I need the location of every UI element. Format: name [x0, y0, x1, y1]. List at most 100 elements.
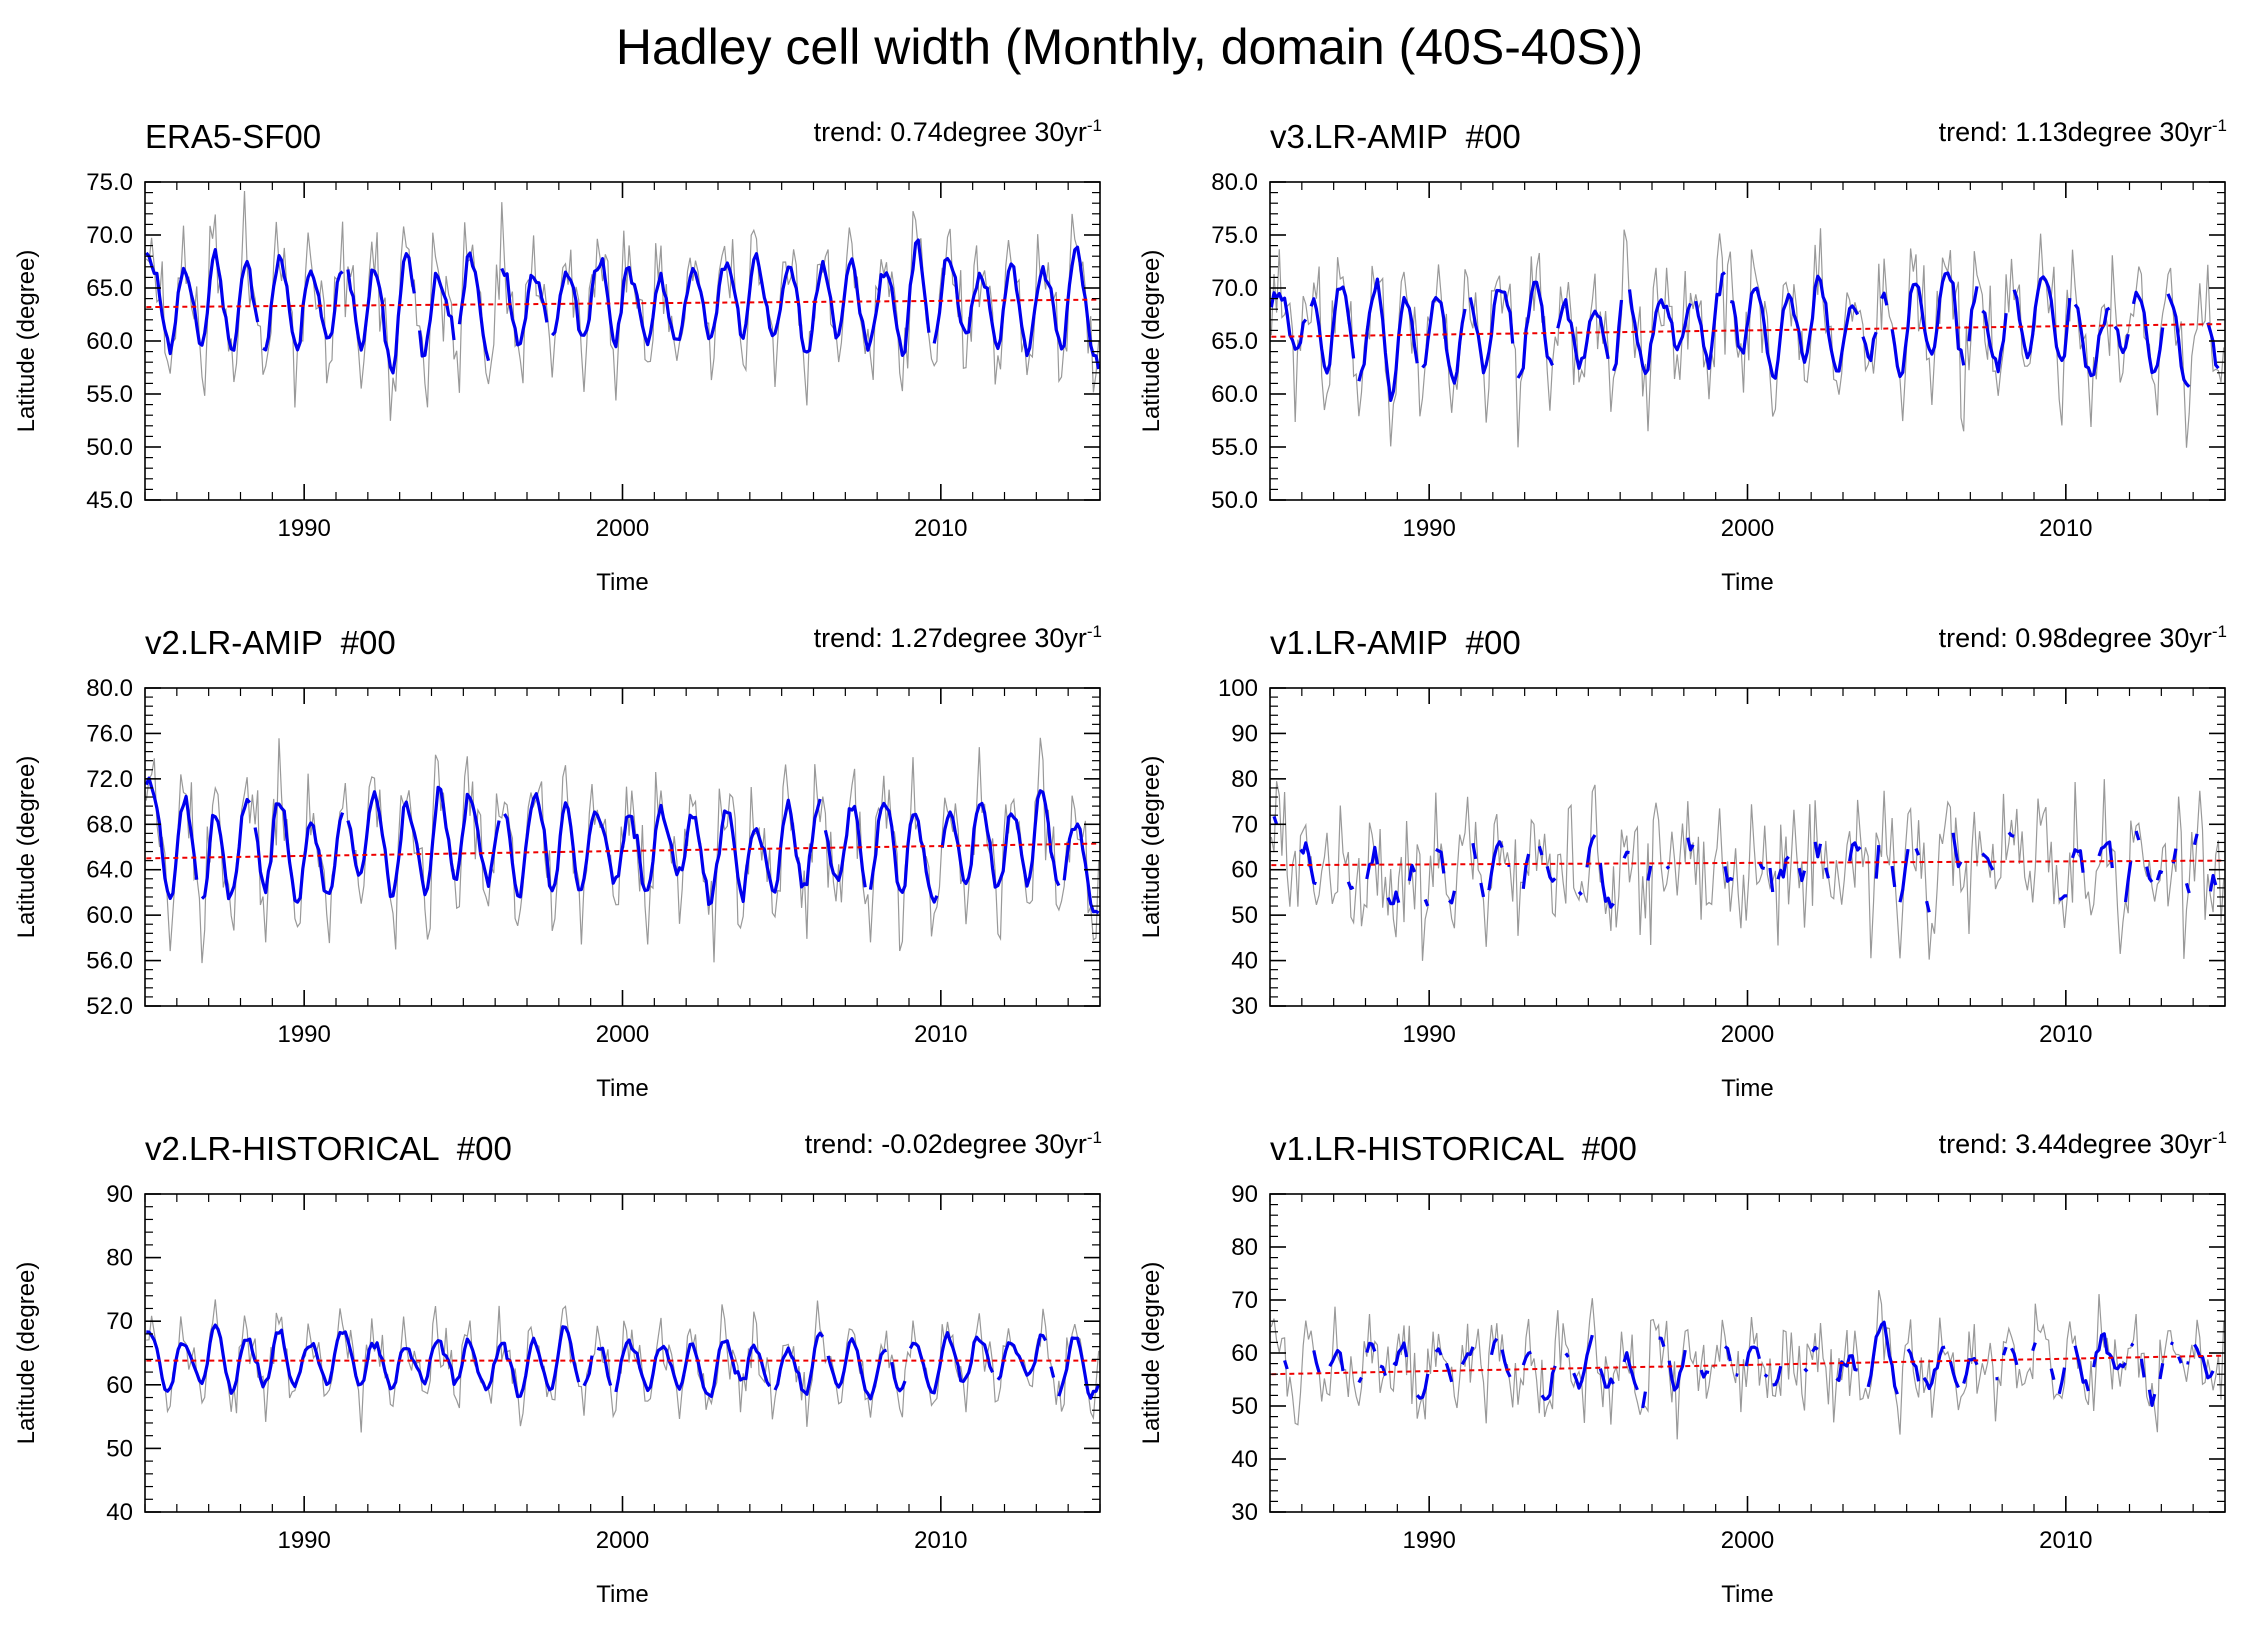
chart-v1-lr-amip: 1990 2000 2010 30 40 50 60 70 80 90 100 Time Latitud…	[1138, 675, 2226, 1102]
y-tick-label: 50.0	[1211, 487, 1258, 514]
y-tick-label: 76.0	[86, 720, 133, 747]
y-tick-label: 60	[1231, 857, 1258, 884]
trend-label: trend: 0.74degree 30yr-1	[813, 116, 1102, 147]
y-tick-label: 60.0	[86, 902, 133, 929]
trend-line	[146, 298, 1099, 309]
y-tick-label: 40	[106, 1499, 133, 1526]
y-tick-label: 80	[1231, 1234, 1258, 1261]
y-axis-title: Latitude (degree)	[13, 250, 40, 433]
y-tick-label: 90	[1231, 1181, 1258, 1208]
y-tick-label: 60.0	[1211, 381, 1258, 408]
y-tick-label: 68.0	[86, 811, 133, 838]
x-tick-label: 1990	[277, 515, 330, 542]
y-tick-label: 60	[1231, 1340, 1258, 1367]
trend-line	[146, 842, 1099, 860]
y-tick-label: 70.0	[1211, 275, 1258, 302]
y-tick-label: 70.0	[86, 222, 133, 249]
y-tick-label: 75.0	[1211, 222, 1258, 249]
y-tick-label: 65.0	[86, 275, 133, 302]
y-tick-label: 55.0	[1211, 434, 1258, 461]
y-axis-title: Latitude (degree)	[13, 756, 40, 939]
x-tick-label: 2010	[914, 1527, 967, 1554]
trend-label: trend: 0.98degree 30yr-1	[1938, 622, 2227, 653]
x-axis-title: Time	[596, 1075, 648, 1102]
x-tick-label: 1990	[1402, 1021, 1455, 1048]
y-tick-label: 65.0	[1211, 328, 1258, 355]
panel-era5-sf00: ERA5-SF00 trend: 0.74degree 30yr-1 1990 2…	[0, 0, 1120, 596]
panel-label: ERA5-SF00	[145, 118, 322, 155]
x-tick-label: 1990	[277, 1527, 330, 1554]
x-tick-label: 2010	[914, 1021, 967, 1048]
x-tick-label: 2010	[2039, 1527, 2092, 1554]
y-tick-label: 64.0	[86, 857, 133, 884]
smoothed-series-line	[146, 1323, 1101, 1401]
chart-v1-lr-historical: 1990 2000 2010 30 40 50 60 70 80 90 Time Latitude (…	[1138, 1181, 2226, 1608]
chart-v2-lr-historical: 1990 2000 2010 40 50 60 70 80 90 Time Latitude (de…	[13, 1181, 1101, 1608]
y-axis-title: Latitude (degree)	[13, 1262, 40, 1445]
raw-series-line	[1270, 779, 2225, 961]
y-tick-label: 80.0	[1211, 169, 1258, 196]
y-tick-label: 70	[1231, 811, 1258, 838]
y-tick-label: 80	[1231, 766, 1258, 793]
x-axis-title: Time	[596, 569, 648, 596]
trend-label: trend: 3.44degree 30yr-1	[1938, 1128, 2227, 1159]
y-tick-label: 30	[1231, 993, 1258, 1020]
x-tick-label: 2010	[2039, 515, 2092, 542]
y-tick-label: 55.0	[86, 381, 133, 408]
y-tick-label: 60.0	[86, 328, 133, 355]
x-axis-title: Time	[1721, 569, 1773, 596]
y-tick-label: 75.0	[86, 169, 133, 196]
chart-era5-sf00: 1990 2000 2010 45.0 50.0 55.0 60.0 65.0 70.0 75.0…	[13, 169, 1101, 596]
panel-v2-lr-amip: v2.LR-AMIP #00 trend: 1.27degree 30yr-1 …	[0, 506, 1120, 1102]
chart-v3-lr-amip: 1990 2000 2010 50.0 55.0 60.0 65.0 70.0 75.0 80.0…	[1138, 169, 2245, 596]
y-tick-label: 80.0	[86, 675, 133, 702]
y-axis-title: Latitude (degree)	[1138, 756, 1165, 939]
panel-label: v2.LR-AMIP #00	[145, 624, 396, 661]
panel-v2-lr-historical: v2.LR-HISTORICAL #00 trend: -0.02degree …	[0, 1012, 1120, 1608]
y-tick-label: 40	[1231, 948, 1258, 975]
panel-label: v2.LR-HISTORICAL #00	[145, 1130, 512, 1167]
x-tick-label: 2000	[1721, 1021, 1774, 1048]
x-tick-label: 1990	[1402, 1527, 1455, 1554]
x-tick-label: 1990	[277, 1021, 330, 1048]
x-axis-title: Time	[1721, 1075, 1773, 1102]
panel-v1-lr-amip: v1.LR-AMIP #00 trend: 0.98degree 30yr-1 …	[1125, 506, 2245, 1102]
trend-line	[1271, 323, 2224, 338]
trend-label: trend: 1.27degree 30yr-1	[813, 622, 1102, 653]
trend-line	[1271, 1354, 2224, 1376]
trend-label: trend: -0.02degree 30yr-1	[804, 1128, 1102, 1159]
trend-line	[1271, 859, 2224, 867]
x-axis-title: Time	[1721, 1581, 1773, 1608]
y-tick-label: 80	[106, 1245, 133, 1272]
x-tick-label: 2000	[1721, 515, 1774, 542]
trend-label: trend: 1.13degree 30yr-1	[1938, 116, 2227, 147]
y-tick-label: 60	[106, 1372, 133, 1399]
y-tick-label: 50	[1231, 1393, 1258, 1420]
y-tick-label: 45.0	[86, 487, 133, 514]
y-tick-label: 50.0	[86, 434, 133, 461]
panel-label: v1.LR-HISTORICAL #00	[1270, 1130, 1637, 1167]
panel-v3-lr-amip: v3.LR-AMIP #00 trend: 1.13degree 30yr-1 …	[1125, 0, 2245, 596]
y-axis-title: Latitude (degree)	[1138, 1262, 1165, 1445]
x-axis-title: Time	[596, 1581, 648, 1608]
raw-series-line	[1270, 1289, 2225, 1440]
x-tick-label: 2000	[596, 1021, 649, 1048]
x-tick-label: 2000	[596, 515, 649, 542]
x-tick-label: 2000	[1721, 1527, 1774, 1554]
plot-frame	[144, 181, 1101, 501]
y-tick-label: 70	[106, 1308, 133, 1335]
y-tick-label: 52.0	[86, 993, 133, 1020]
y-tick-label: 30	[1231, 1499, 1258, 1526]
y-tick-label: 70	[1231, 1287, 1258, 1314]
plot-frame	[1269, 687, 2226, 1007]
x-tick-label: 2010	[914, 515, 967, 542]
y-tick-label: 50	[106, 1435, 133, 1462]
panel-label: v1.LR-AMIP #00	[1270, 624, 1521, 661]
y-tick-label: 90	[1231, 720, 1258, 747]
y-tick-label: 100	[1218, 675, 1258, 702]
y-tick-label: 50	[1231, 902, 1258, 929]
y-axis-title: Latitude (degree)	[1138, 250, 1165, 433]
x-tick-label: 2000	[596, 1527, 649, 1554]
x-tick-label: 1990	[1402, 515, 1455, 542]
x-tick-label: 2010	[2039, 1021, 2092, 1048]
